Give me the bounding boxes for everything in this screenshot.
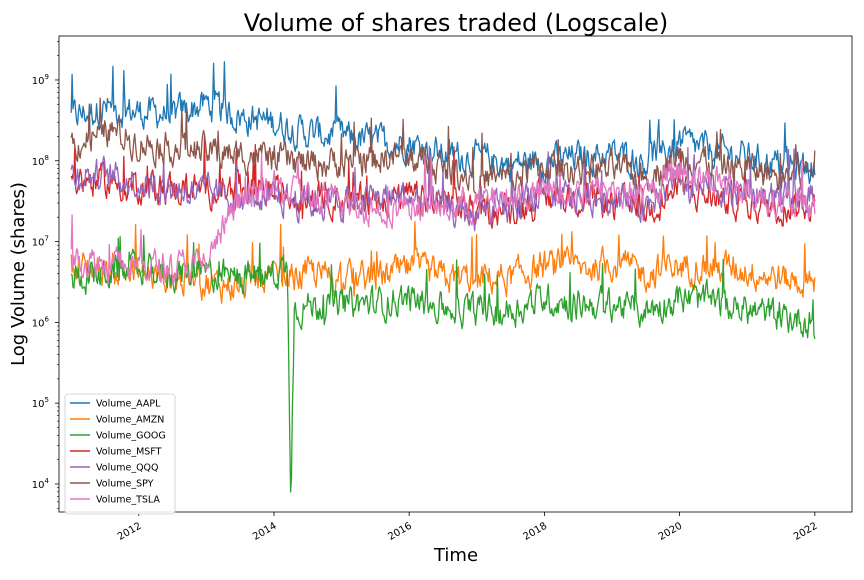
x-tick-label: 2012	[116, 521, 144, 543]
series-layer	[70, 61, 816, 493]
series-line-volume-aapl	[70, 61, 816, 185]
y-tick-label: 106	[32, 315, 50, 329]
y-tick-label: 108	[32, 154, 49, 168]
legend-label: Volume_AAPL	[96, 399, 161, 410]
x-tick-label: 2018	[522, 521, 550, 543]
y-axis-label: Log Volume (shares)	[8, 182, 29, 366]
legend-label: Volume_QQQ	[96, 463, 159, 474]
legend: Volume_AAPL Volume_AMZN Volume_GOOG Volume_…	[64, 393, 176, 515]
y-tick-label: 105	[32, 396, 49, 410]
series-line-volume-tsla	[70, 152, 816, 285]
series-line-volume-goog	[70, 234, 816, 493]
series-line-volume-amzn	[70, 220, 816, 304]
x-tick-label: 2014	[251, 521, 279, 543]
x-tick-label: 2022	[792, 521, 820, 543]
legend-label: Volume_GOOG	[96, 431, 166, 442]
legend-label: Volume_AMZN	[96, 415, 164, 426]
legend-label: Volume_MSFT	[96, 447, 162, 458]
series-line-volume-spy	[70, 97, 816, 201]
x-tick-label: 2020	[657, 521, 685, 543]
chart-title: Volume of shares traded (Logscale)	[244, 9, 669, 37]
legend-box	[64, 393, 176, 515]
x-axis-label: Time	[433, 545, 478, 566]
y-tick-label: 104	[32, 477, 50, 491]
y-tick-label: 109	[32, 73, 49, 87]
x-tick-label: 2016	[386, 521, 414, 543]
legend-label: Volume_TSLA	[96, 495, 160, 506]
y-tick-label: 107	[32, 235, 49, 249]
legend-label: Volume_SPY	[96, 479, 154, 490]
